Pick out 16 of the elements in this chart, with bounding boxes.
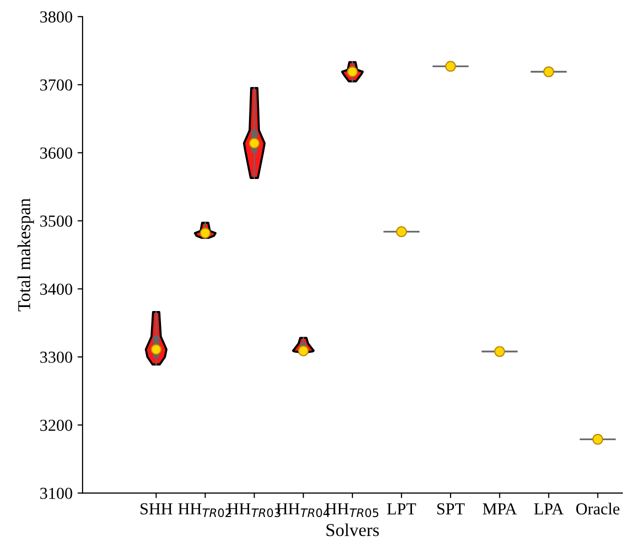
y-tick-label: 3400 (40, 284, 72, 295)
x-tick-label: LPT (387, 503, 416, 514)
x-tick-label: MPA (482, 503, 517, 514)
y-tick-label: 3600 (40, 147, 72, 159)
y-tick-label: 3700 (40, 79, 72, 91)
x-tick-label: SHH (140, 503, 172, 515)
x-axis-title: Solvers (326, 523, 379, 536)
y-tick-label: 3300 (40, 352, 72, 363)
y-axis-title: Total makespan (18, 198, 34, 312)
y-tick-label: 3800 (40, 11, 72, 23)
x-tick-label: SPT (437, 503, 465, 515)
x-tick-label: Oracle (576, 502, 620, 515)
x-tick-label: LPA (534, 503, 564, 514)
y-tick-label: 3200 (40, 420, 72, 431)
y-tick-label: 3100 (40, 488, 72, 500)
y-tick-label: 3500 (40, 216, 72, 227)
